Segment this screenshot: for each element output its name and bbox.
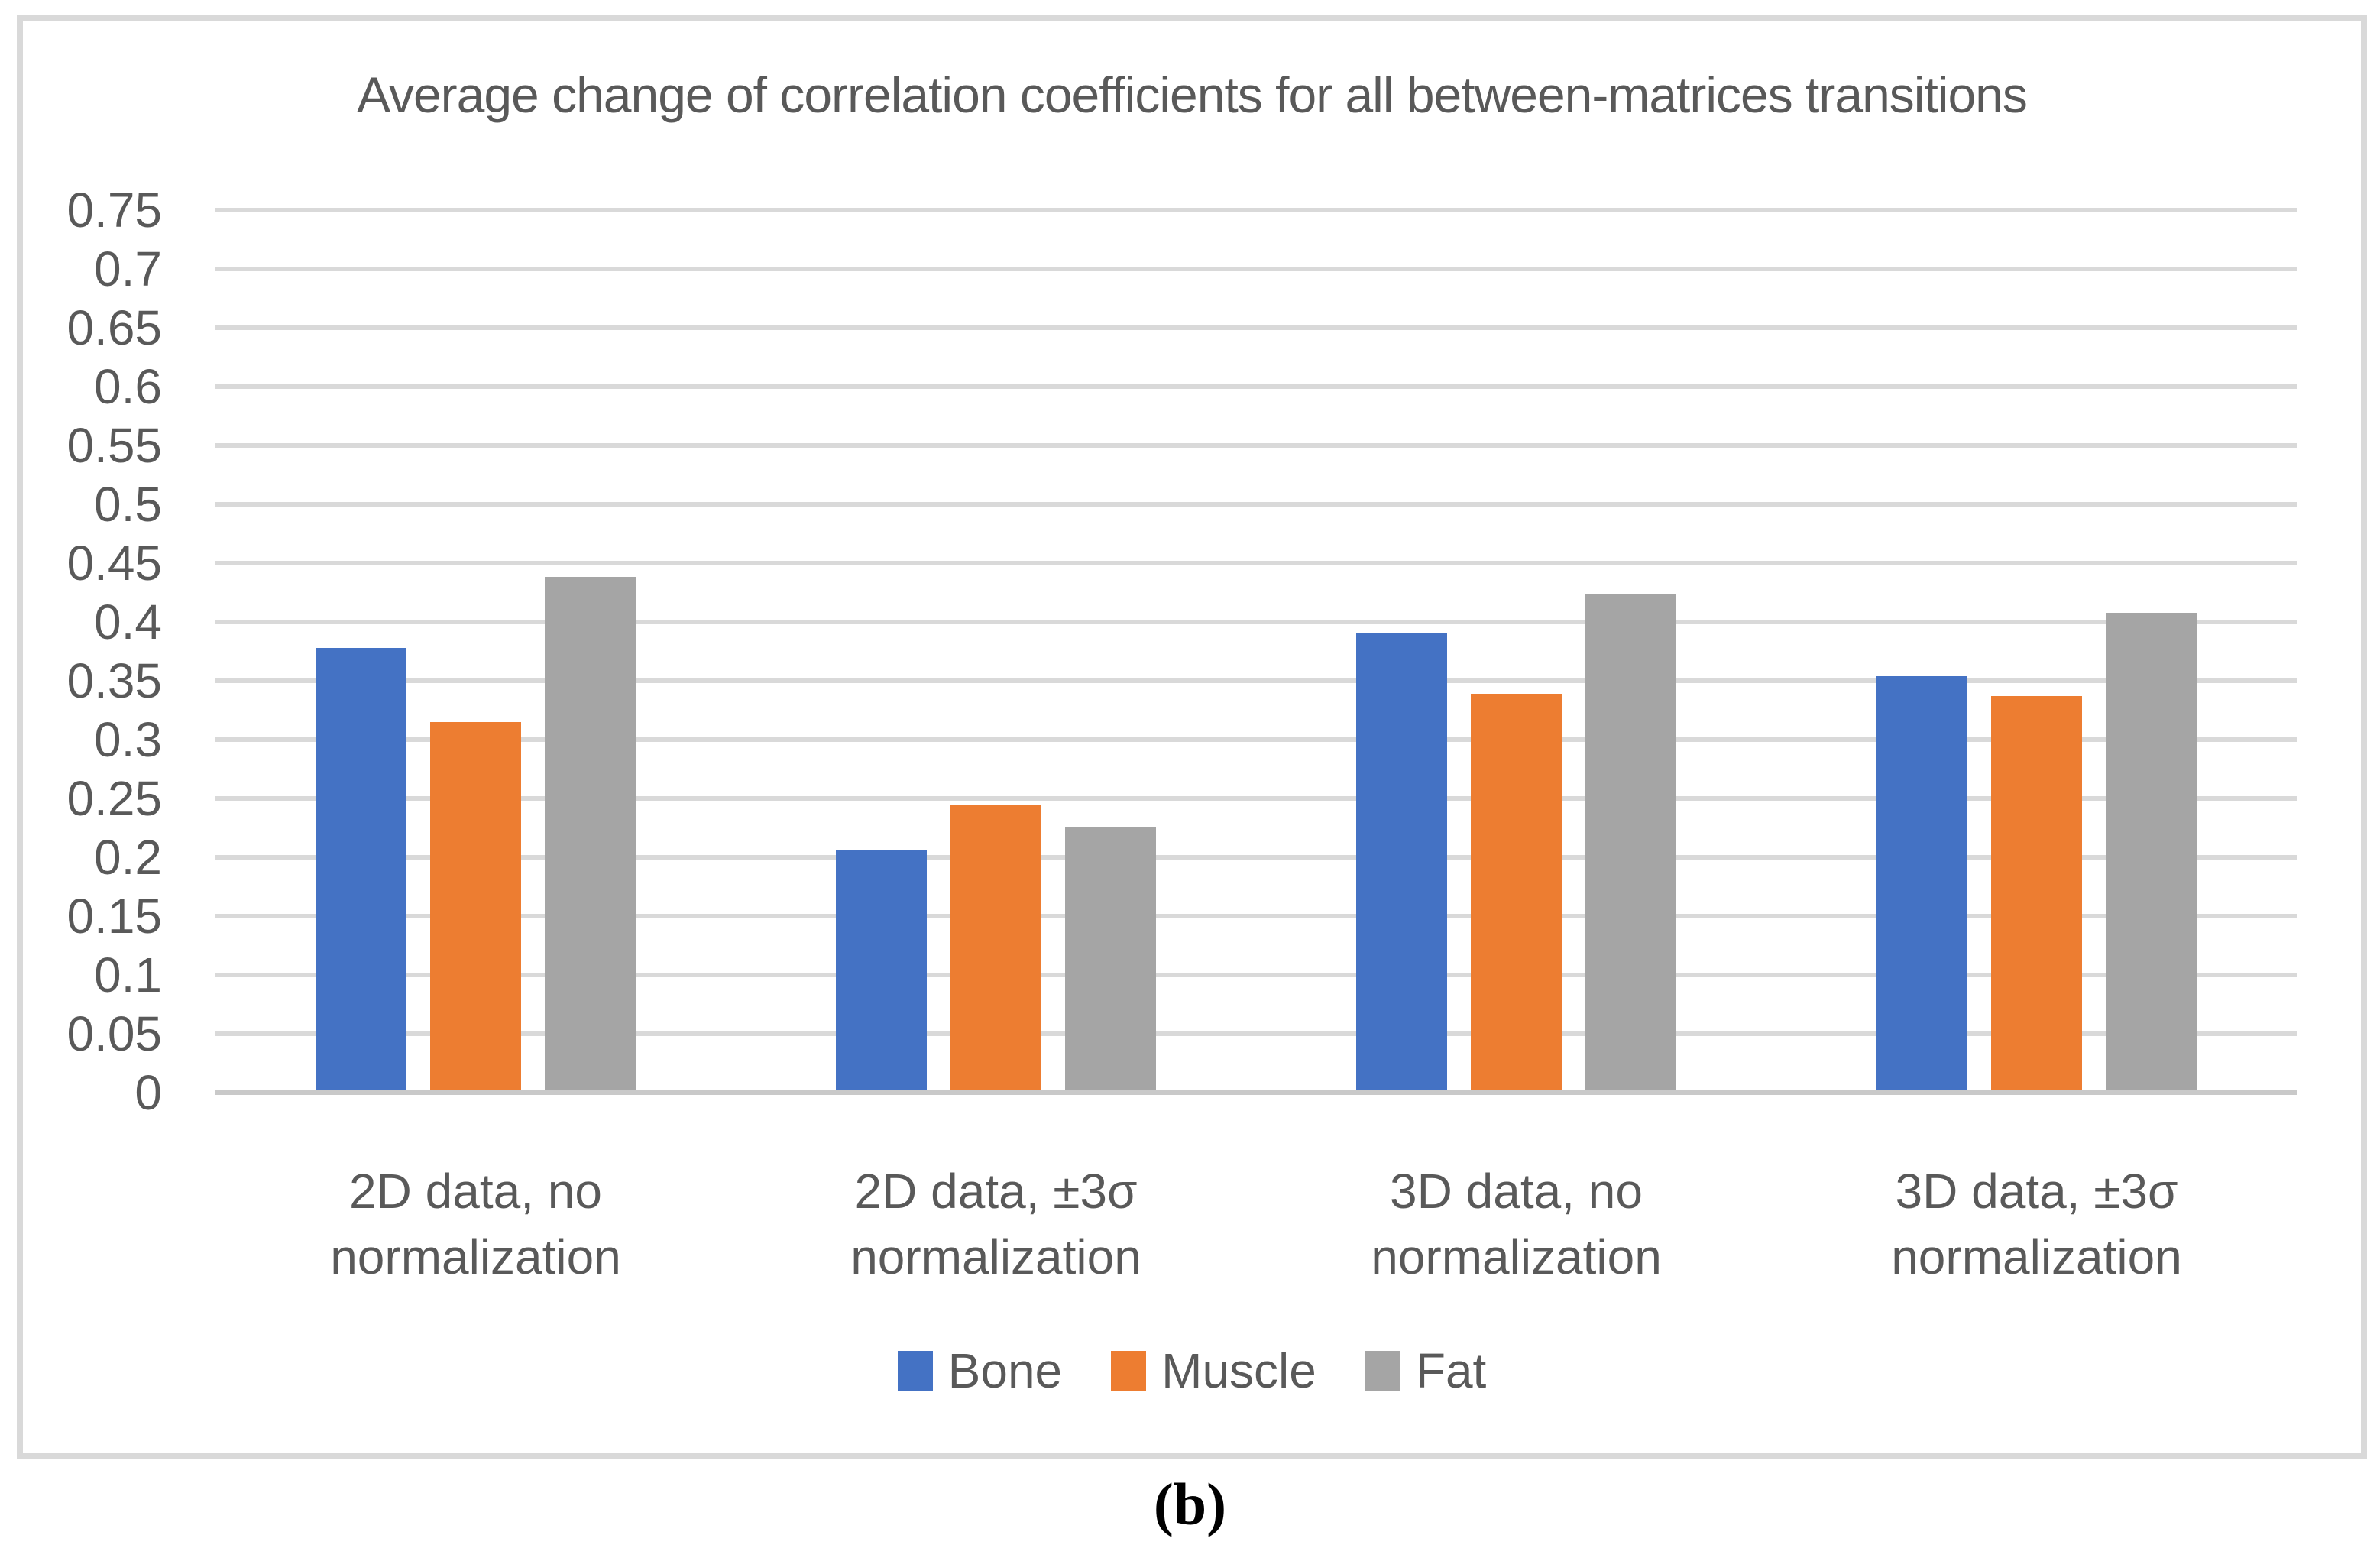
bar-muscle-group3 xyxy=(1471,694,1562,1093)
gridline xyxy=(215,561,2297,565)
y-tick-label: 0 xyxy=(134,1065,162,1120)
gridline xyxy=(215,208,2297,212)
gridline xyxy=(215,855,2297,860)
x-category-label: 3D data, ±3σ normalization xyxy=(1891,1164,2182,1284)
y-tick-label: 0.65 xyxy=(66,300,162,355)
bar-bone-group1 xyxy=(316,648,406,1093)
gridline xyxy=(215,796,2297,801)
bar-fat-group4 xyxy=(2106,613,2197,1093)
bar-muscle-group4 xyxy=(1991,696,2082,1093)
gridline xyxy=(215,678,2297,683)
plot-area xyxy=(215,208,2297,1095)
y-tick-label: 0.45 xyxy=(66,536,162,591)
figure-caption: (b) xyxy=(1153,1471,1227,1537)
legend-item-muscle: Muscle xyxy=(1111,1346,1316,1395)
chart-title: Average change of correlation coefficien… xyxy=(357,66,2028,123)
legend-swatch-muscle xyxy=(1111,1351,1147,1391)
bar-bone-group2 xyxy=(836,850,927,1093)
gridline xyxy=(215,973,2297,977)
y-tick-label: 0.75 xyxy=(66,183,162,238)
x-category-label: 2D data, no normalization xyxy=(330,1164,621,1284)
gridline xyxy=(215,1031,2297,1036)
gridline xyxy=(215,620,2297,624)
bar-bone-group4 xyxy=(1876,676,1967,1093)
y-tick-label: 0.25 xyxy=(66,771,162,826)
gridline xyxy=(215,914,2297,918)
legend-swatch-fat xyxy=(1365,1351,1400,1391)
y-tick-label: 0.4 xyxy=(94,594,162,649)
y-tick-label: 0.35 xyxy=(66,653,162,708)
y-tick-label: 0.05 xyxy=(66,1006,162,1061)
bar-fat-group2 xyxy=(1065,827,1156,1093)
x-category-label: 3D data, no normalization xyxy=(1371,1164,1662,1284)
legend-swatch-bone xyxy=(897,1351,933,1391)
legend-item-fat: Fat xyxy=(1365,1346,1486,1395)
legend-label: Bone xyxy=(947,1343,1063,1398)
x-axis-line xyxy=(215,1090,2297,1095)
legend-label: Muscle xyxy=(1161,1343,1316,1398)
gridline xyxy=(215,325,2297,330)
y-tick-label: 0.1 xyxy=(94,947,162,1002)
y-tick-label: 0.6 xyxy=(94,359,162,414)
y-tick-label: 0.2 xyxy=(94,830,162,885)
bar-fat-group3 xyxy=(1585,594,1676,1093)
gridline xyxy=(215,267,2297,271)
gridline xyxy=(215,443,2297,448)
gridline xyxy=(215,737,2297,742)
legend-item-bone: Bone xyxy=(897,1343,1063,1398)
gridline xyxy=(215,384,2297,389)
gridline xyxy=(215,502,2297,507)
y-tick-label: 0.3 xyxy=(94,712,162,767)
legend: Bone Muscle Fat xyxy=(23,1346,2361,1395)
bar-bone-group3 xyxy=(1356,633,1447,1093)
legend-label: Fat xyxy=(1415,1343,1487,1398)
y-tick-label: 0.7 xyxy=(94,241,162,296)
y-tick-label: 0.15 xyxy=(66,889,162,944)
bar-muscle-group1 xyxy=(430,722,521,1093)
y-tick-label: 0.55 xyxy=(66,418,162,473)
y-tick-label: 0.5 xyxy=(94,477,162,532)
x-category-label: 2D data, ±3σ normalization xyxy=(850,1164,1141,1284)
bar-fat-group1 xyxy=(545,577,636,1093)
bar-muscle-group2 xyxy=(950,805,1041,1093)
